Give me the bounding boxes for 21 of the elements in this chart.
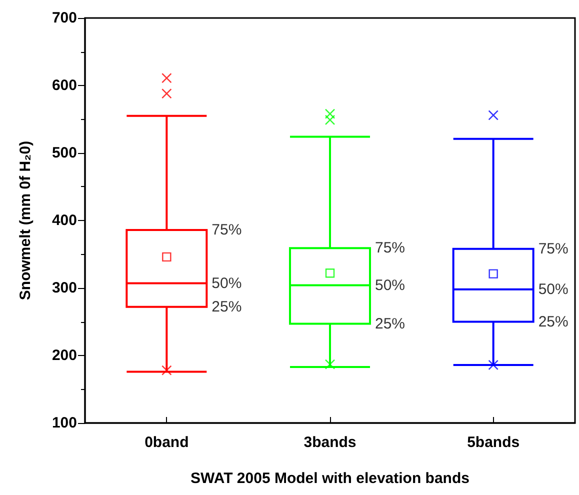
y-tick-label: 300	[52, 280, 77, 296]
x-axis-title: SWAT 2005 Model with elevation bands	[190, 470, 470, 487]
y-axis-title: Snowmelt (mm 0f H₂0)	[17, 140, 34, 300]
annotation: 25%	[212, 298, 242, 316]
annotation: 50%	[375, 276, 406, 294]
x-tick-label: 0band	[144, 434, 189, 451]
annotation: 75%	[375, 240, 406, 257]
annotation: 25%	[375, 315, 406, 332]
annotation: 50%	[538, 280, 568, 298]
y-tick-label: 100	[52, 414, 77, 432]
y-tick-label: 500	[52, 144, 77, 162]
annotation: 75%	[538, 240, 568, 258]
y-tick-label: 400	[52, 212, 77, 229]
x-tick-label: 3bands	[304, 434, 356, 451]
annotation: 75%	[212, 221, 242, 238]
annotation: 25%	[538, 313, 568, 330]
annotation: 50%	[212, 274, 242, 292]
x-tick-label: 5bands	[467, 434, 520, 451]
y-tick-label: 600	[52, 77, 77, 94]
y-tick-label: 200	[52, 347, 77, 364]
y-tick-label: 700	[52, 10, 77, 26]
